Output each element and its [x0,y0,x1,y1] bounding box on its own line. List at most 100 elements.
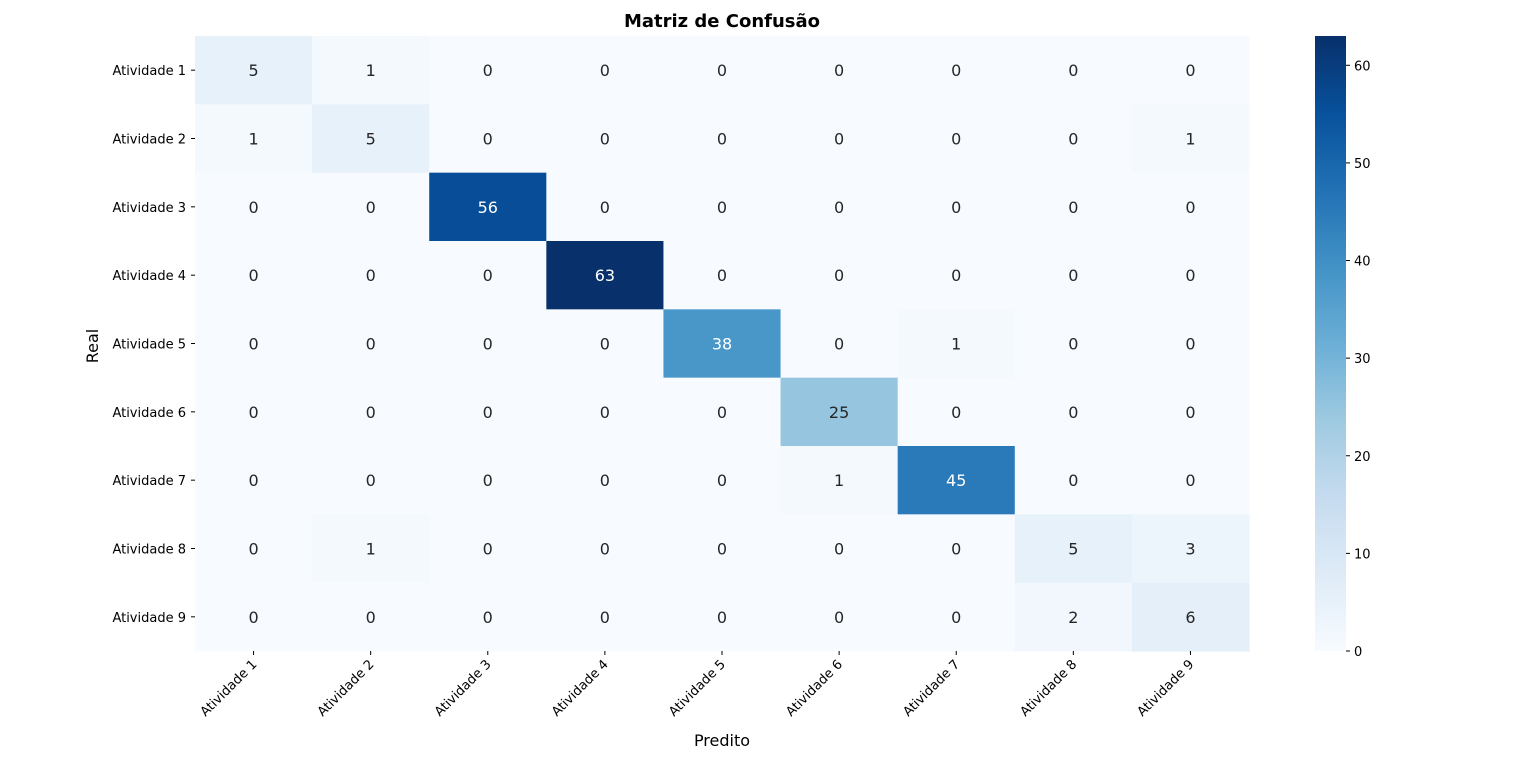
cell-value-label: 0 [483,608,493,627]
heatmap-cell [195,172,313,242]
heatmap-cell [780,241,899,310]
cell-value-label: 0 [951,266,961,285]
cell-value-label: 0 [248,198,258,217]
heatmap-cell [663,514,782,584]
heatmap-cell [546,446,664,515]
cell-value-label: 0 [366,403,376,422]
cell-value-label: 0 [834,335,844,354]
cell-value-label: 0 [483,540,493,559]
cell-value-label: 0 [1185,335,1195,354]
cell-value-label: 0 [366,471,376,490]
cell-value-label: 0 [834,608,844,627]
heatmap-cell [663,377,782,447]
cell-value-label: 0 [834,61,844,80]
heatmap-cell [429,582,547,652]
colorbar-tick-label: 0 [1354,645,1362,660]
y-tick-label: Atividade 1 [112,64,186,79]
heatmap-cell [195,446,313,515]
cell-value-label: 3 [1185,540,1195,559]
cell-value-label: 1 [366,61,376,80]
cell-value-label: 0 [717,266,727,285]
x-tick-label: Atividade 3 [432,657,495,720]
heatmap-cell [1131,104,1250,174]
colorbar-tick-label: 10 [1354,547,1371,562]
heatmap-cell [195,104,313,174]
cell-value-label: 0 [1185,403,1195,422]
heatmap-cell [1131,36,1250,105]
x-tick-label: Atividade 8 [1018,657,1081,720]
cell-value-label: 0 [717,403,727,422]
colorbar-tick-label: 60 [1354,59,1371,74]
heatmap-cell [546,309,664,379]
cell-value-label: 0 [366,608,376,627]
cell-value-label: 0 [600,130,610,149]
cell-value-label: 0 [483,403,493,422]
y-tick-label: Atividade 4 [112,269,186,284]
y-axis-label: Real [83,329,102,364]
cell-value-label: 1 [1185,130,1195,149]
cell-value-label: 0 [1068,471,1078,490]
heatmap-cell [546,36,664,105]
cell-value-label: 0 [951,198,961,217]
heatmap-cell [1014,172,1133,242]
heatmap-cell [663,446,782,515]
cell-value-label: 0 [717,540,727,559]
heatmap-cell [429,172,547,242]
colorbar-ticks: 0 10 20 30 40 50 60 [1346,59,1371,660]
cell-value-label: 0 [717,130,727,149]
cell-value-label: 0 [248,335,258,354]
x-axis-label: Predito [694,731,750,750]
heatmap-cell [195,36,313,105]
cell-value-label: 0 [951,403,961,422]
cell-value-label: 6 [1185,608,1195,627]
x-tick-label: Atividade 7 [900,657,963,720]
cell-value-label: 0 [366,335,376,354]
heatmap-cells: 5 1 0 0 0 0 0 0 01 5 0 0 0 0 0 0 10 0 56 0 0 0 0 0 00 0 0 63 0 0 0 0 00 0… [195,36,1250,652]
cell-value-label: 5 [366,130,376,149]
heatmap-cell [1131,514,1250,584]
heatmap-cell [546,241,664,310]
heatmap-cell [546,104,664,174]
x-tick-label: Atividade 4 [549,657,612,720]
x-tick-labels: Atividade 1 Atividade 2 Atividade 3 Ativida… [198,651,1198,720]
cell-value-label: 0 [600,403,610,422]
colorbar [1315,36,1346,651]
heatmap-cell [1131,241,1250,310]
cell-value-label: 0 [1185,266,1195,285]
cell-value-label: 0 [600,540,610,559]
y-tick-label: Atividade 8 [112,543,186,558]
cell-value-label: 0 [951,130,961,149]
cell-value-label: 0 [248,266,258,285]
y-tick-labels: Atividade 1 Atividade 2 Atividade 3 Ativida… [112,64,195,626]
heatmap-cell [897,446,1016,515]
cell-value-label: 0 [483,130,493,149]
heatmap-cell [780,104,899,174]
x-tick-label: Atividade 2 [315,657,378,720]
heatmap-cell [1131,377,1250,447]
x-tick-label: Atividade 5 [666,657,729,720]
heatmap-cell [1014,582,1133,652]
colorbar-tick-label: 30 [1354,352,1371,367]
heatmap-cell [312,172,430,242]
cell-value-label: 0 [248,540,258,559]
heatmap-cell [1014,377,1133,447]
x-tick-label: Atividade 9 [1135,657,1198,720]
cell-value-label: 63 [595,266,615,285]
cell-value-label: 5 [248,61,258,80]
heatmap-cell [1014,309,1133,379]
heatmap-cell [546,172,664,242]
chart-title: Matriz de Confusão [624,11,820,32]
cell-value-label: 0 [951,61,961,80]
cell-value-label: 0 [600,335,610,354]
colorbar-tick-label: 20 [1354,450,1371,465]
cell-value-label: 0 [1185,61,1195,80]
heatmap-cell [780,377,899,447]
cell-value-label: 0 [483,266,493,285]
cell-value-label: 0 [366,198,376,217]
heatmap-cell [312,241,430,310]
cell-value-label: 25 [829,403,849,422]
cell-value-label: 0 [1068,198,1078,217]
cell-value-label: 0 [483,471,493,490]
cell-value-label: 0 [600,61,610,80]
